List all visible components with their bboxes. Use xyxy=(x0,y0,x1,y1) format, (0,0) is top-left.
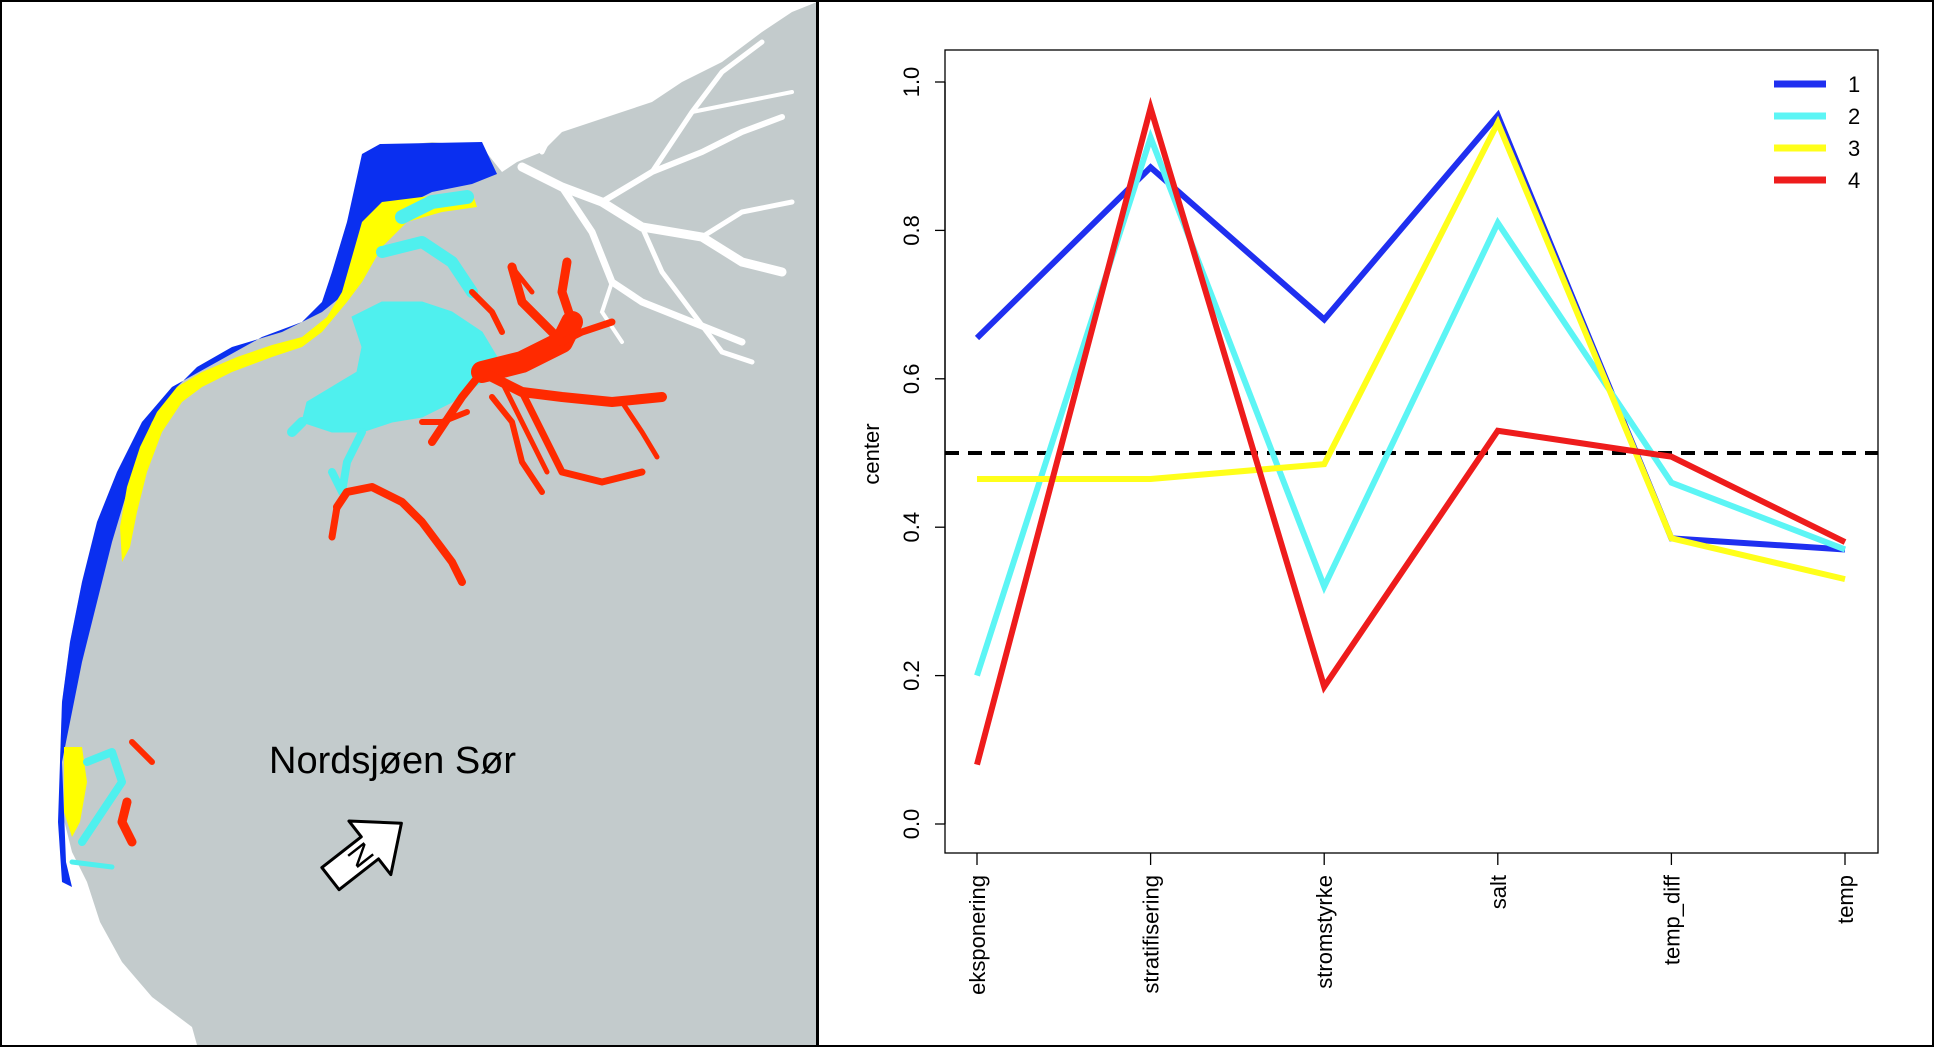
region-label: Nordsjøen Sør xyxy=(269,740,517,782)
y-tick-label: 0.2 xyxy=(899,660,924,691)
x-tick-label: salt xyxy=(1486,875,1511,909)
legend-label-3: 3 xyxy=(1848,136,1860,161)
cluster-4-area xyxy=(117,257,667,847)
series-layer xyxy=(974,96,1847,766)
chart-panel: 0.0 0.2 0.4 0.6 0.8 1.0 center eksponering strat… xyxy=(819,2,1932,1045)
axes-layer: 0.0 0.2 0.4 0.6 0.8 1.0 center eksponering strat… xyxy=(859,49,1879,995)
series-line-4 xyxy=(974,96,1847,766)
x-tick-label: temp_diff xyxy=(1659,874,1684,965)
fjord-channels xyxy=(517,39,795,365)
y-tick-label: 1.0 xyxy=(899,67,924,98)
series-line-1 xyxy=(974,109,1846,553)
cluster-3-area xyxy=(64,192,477,837)
legend-label-1: 1 xyxy=(1848,72,1860,97)
y-tick-label: 0.6 xyxy=(899,364,924,395)
x-tick-label: temp xyxy=(1833,875,1858,924)
map-panel: N Nordsjøen Sør xyxy=(2,2,817,1045)
land-area xyxy=(2,2,817,1045)
panel-divider xyxy=(816,0,819,1047)
cluster-center-line-chart: 0.0 0.2 0.4 0.6 0.8 1.0 center eksponering strat… xyxy=(859,49,1879,995)
x-tick-label: stromstyrke xyxy=(1312,875,1337,989)
coastline-map: N xyxy=(2,2,817,1045)
y-tick-label: 0.4 xyxy=(899,512,924,543)
y-axis-label: center xyxy=(859,423,884,484)
cluster-2-area xyxy=(69,190,498,870)
series-line-3 xyxy=(977,115,1846,583)
legend-label-4: 4 xyxy=(1848,168,1860,193)
x-tick-label: eksponering xyxy=(965,875,990,995)
y-tick-label: 0.8 xyxy=(899,215,924,246)
y-tick-label: 0.0 xyxy=(899,809,924,840)
x-tick-label: stratifisering xyxy=(1139,875,1164,994)
legend-label-2: 2 xyxy=(1848,104,1860,129)
legend: 1 2 3 4 xyxy=(1774,72,1860,193)
